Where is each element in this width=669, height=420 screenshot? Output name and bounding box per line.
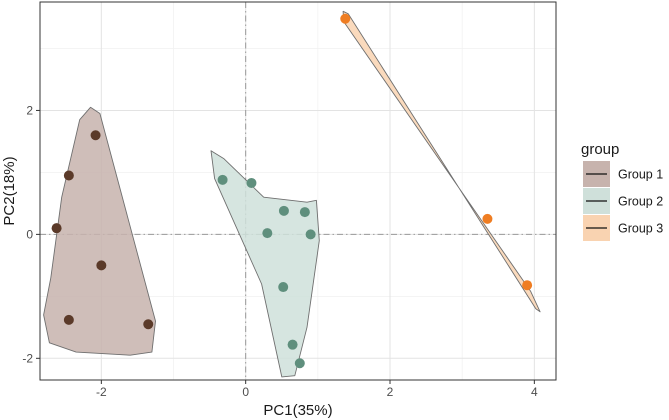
- grid-minor: [40, 2, 556, 380]
- hull-group-2: [210, 150, 320, 378]
- point-group-2: [299, 207, 310, 218]
- y-tick-label: 2: [26, 103, 33, 117]
- point-group-1: [96, 260, 107, 271]
- point-group-2: [278, 282, 289, 293]
- point-group-2: [305, 229, 316, 240]
- x-axis-title: PC1(35%): [263, 402, 332, 419]
- y-tick-label: -2: [22, 351, 33, 365]
- legend-label-group-1: Group 1: [618, 168, 663, 182]
- legend-label-group-3: Group 3: [618, 222, 663, 236]
- x-tick-label: -2: [96, 385, 107, 399]
- group-hulls: [43, 10, 541, 378]
- point-group-1: [51, 223, 62, 234]
- point-group-1: [90, 130, 101, 141]
- point-group-2: [287, 339, 298, 350]
- hull-group-1: [43, 106, 156, 356]
- data-points: [51, 13, 533, 369]
- y-axis-title: PC2(18%): [1, 156, 18, 225]
- point-group-2: [217, 174, 228, 185]
- point-group-3: [522, 280, 533, 291]
- x-tick-label: 2: [387, 385, 394, 399]
- point-group-2: [278, 205, 289, 216]
- x-tick-label: 0: [242, 385, 249, 399]
- legend: group Group 1 Group 2 Group 3: [581, 141, 663, 241]
- panel-border: [39, 1, 557, 381]
- point-group-1: [63, 314, 74, 325]
- y-tick-label: 0: [26, 227, 33, 241]
- y-axis-ticks: -2 0 2: [22, 103, 40, 365]
- point-group-2: [262, 228, 273, 239]
- point-group-1: [143, 319, 154, 330]
- point-group-2: [246, 177, 257, 188]
- legend-title: group: [581, 141, 619, 158]
- point-group-2: [294, 358, 305, 369]
- point-group-3: [482, 213, 493, 224]
- legend-label-group-2: Group 2: [618, 195, 663, 209]
- point-group-3: [340, 13, 351, 24]
- x-tick-label: 4: [531, 385, 538, 399]
- x-axis-ticks: -2 0 2 4: [96, 380, 538, 399]
- point-group-1: [63, 170, 74, 181]
